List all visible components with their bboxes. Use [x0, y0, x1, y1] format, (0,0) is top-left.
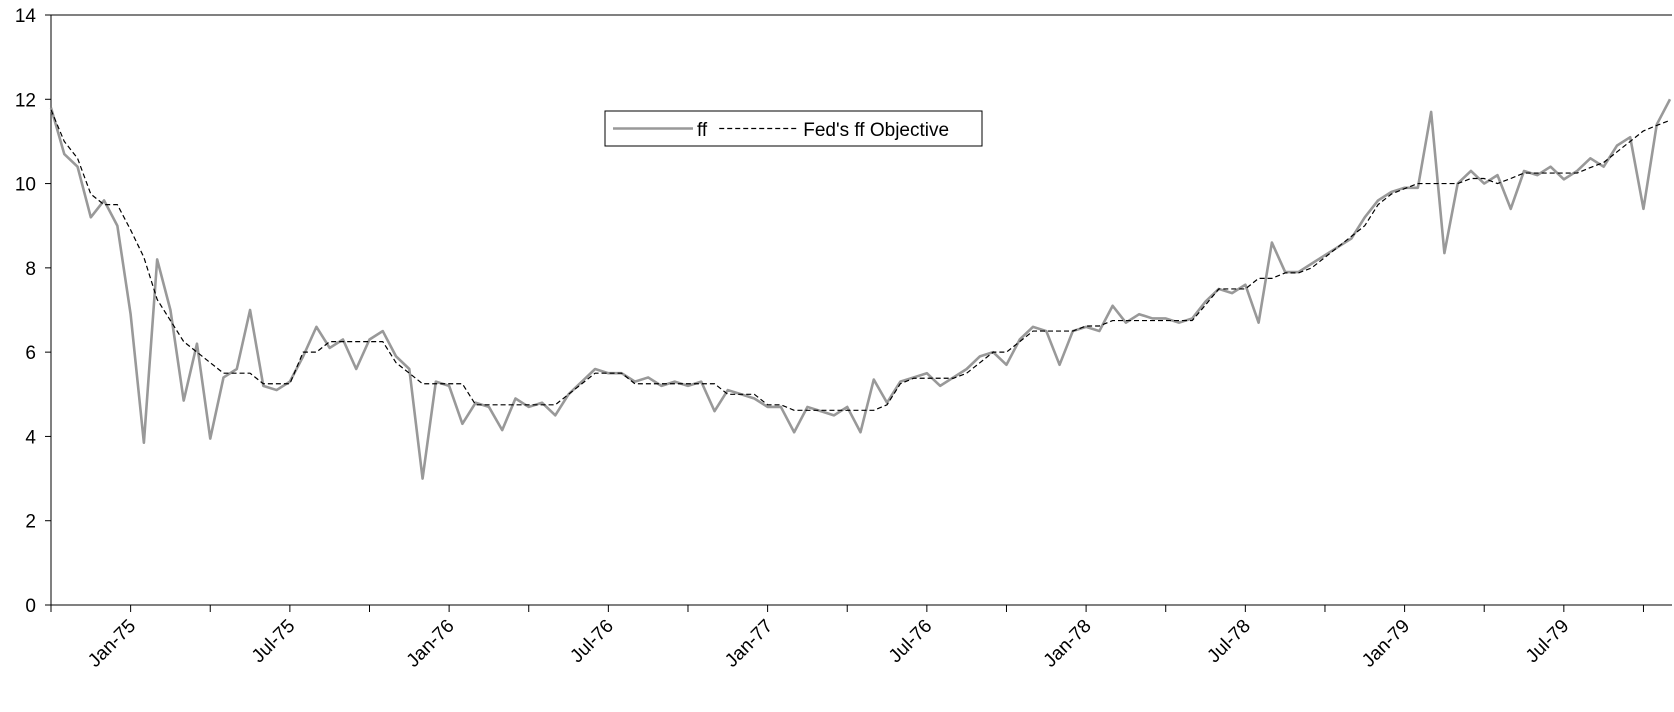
x-tick-label: Jul-78 [1203, 616, 1254, 667]
series-line [49, 98, 1672, 480]
x-tick-label: Jan-78 [1040, 616, 1096, 672]
x-tick-label: Jan-79 [1358, 616, 1414, 672]
y-tick-label: 4 [25, 427, 36, 448]
legend: ff Fed's ff Objective [604, 110, 983, 147]
y-tick-label: 12 [15, 90, 36, 111]
x-tick-label: Jan-77 [721, 616, 777, 672]
y-tick-label: 6 [25, 343, 36, 364]
y-tick-label: 14 [15, 6, 37, 27]
y-tick-label: 8 [25, 259, 36, 280]
x-tick-label: Jul-76 [885, 616, 936, 667]
x-tick-label: Jan-76 [403, 616, 459, 672]
y-tick-label: 2 [25, 512, 36, 533]
x-tick-label: Jul-76 [566, 616, 617, 667]
x-tick-label: Jul-79 [1522, 616, 1573, 667]
legend-label: ff [697, 120, 708, 141]
x-tick-label: Jan-75 [84, 616, 140, 672]
series-line [50, 109, 1671, 411]
y-tick-label: 0 [25, 596, 36, 617]
y-tick-label: 10 [15, 175, 36, 196]
legend-label: Fed's ff Objective [803, 120, 949, 141]
x-tick-label: Jul-75 [248, 616, 299, 667]
